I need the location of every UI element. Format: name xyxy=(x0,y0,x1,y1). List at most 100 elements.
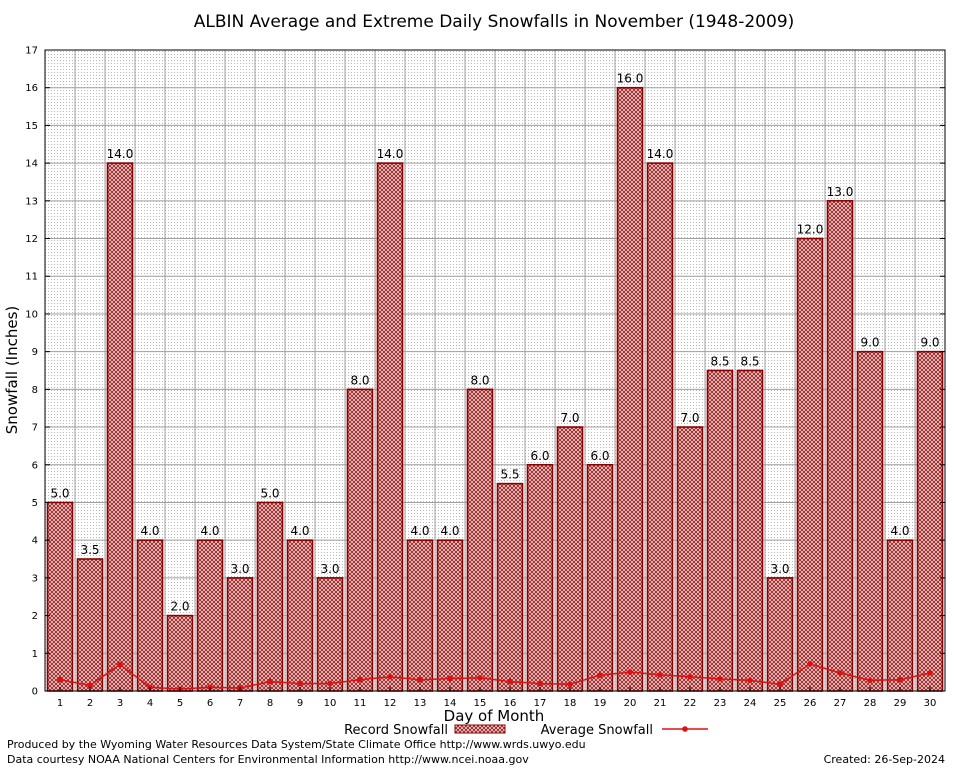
y-tick-label: 11 xyxy=(25,272,38,283)
x-tick-label: 21 xyxy=(654,698,667,709)
average-point xyxy=(507,678,513,685)
y-tick-label: 1 xyxy=(32,649,38,660)
record-bar xyxy=(226,577,254,692)
legend-average-marker xyxy=(682,726,688,732)
average-series-line xyxy=(59,663,931,690)
bar-value-label: 3.0 xyxy=(770,562,789,576)
x-tick-label: 14 xyxy=(444,698,457,709)
average-point xyxy=(87,682,93,689)
bar-value-label: 8.0 xyxy=(350,373,369,387)
record-bar xyxy=(616,86,644,692)
y-tick-label: 9 xyxy=(32,347,38,358)
bar-value-label: 4.0 xyxy=(290,524,309,538)
average-point xyxy=(807,661,813,667)
x-tick-label: 22 xyxy=(684,698,697,709)
data-credit: Data courtesy NOAA National Centers for … xyxy=(7,753,529,766)
bar-value-label: 4.0 xyxy=(440,524,459,538)
x-tick-label: 13 xyxy=(414,698,427,709)
average-point xyxy=(267,678,273,685)
bar-value-labels: 5.0 3.5 14.0 4.0 2.0 4.0 3.0 5.0 4.0 3.0 8.0 14.0 4.… xyxy=(50,72,939,614)
x-tick-label: 30 xyxy=(924,698,937,709)
record-bar xyxy=(556,426,584,692)
bar-value-label: 14.0 xyxy=(107,147,134,161)
bar-value-label: 5.0 xyxy=(260,486,279,500)
bar-value-label: 7.0 xyxy=(680,411,699,425)
x-tick-label: 1 xyxy=(57,698,63,709)
record-bar xyxy=(46,501,74,692)
x-tick-label: 5 xyxy=(177,698,183,709)
snowfall-chart: ALBIN Average and Extreme Daily Snowfall… xyxy=(3,12,946,738)
x-tick-label: 26 xyxy=(804,698,817,709)
average-point xyxy=(927,670,933,676)
x-tick-label: 10 xyxy=(324,698,337,709)
average-point xyxy=(57,676,63,683)
bar-value-label: 3.0 xyxy=(230,562,249,576)
x-tick-label: 29 xyxy=(894,698,907,709)
average-point xyxy=(627,669,633,675)
y-tick-label: 3 xyxy=(32,573,38,584)
x-tick-label: 20 xyxy=(624,698,637,709)
record-bar xyxy=(916,350,944,692)
legend-record-label: Record Snowfall xyxy=(344,723,448,738)
y-tick-label: 13 xyxy=(25,196,38,207)
y-tick-label: 10 xyxy=(25,309,38,320)
bar-value-label: 13.0 xyxy=(827,185,854,199)
record-bar xyxy=(586,463,614,692)
average-point xyxy=(897,676,903,683)
record-bar xyxy=(526,463,554,692)
x-tick-label: 3 xyxy=(117,698,123,709)
x-tick-label: 8 xyxy=(267,698,273,709)
y-tick-label: 8 xyxy=(32,385,38,396)
bar-value-label: 5.0 xyxy=(50,486,69,500)
bar-value-label: 6.0 xyxy=(590,449,609,463)
record-bar xyxy=(736,369,764,692)
chart-title: ALBIN Average and Extreme Daily Snowfall… xyxy=(194,12,795,32)
bar-value-label: 6.0 xyxy=(530,449,549,463)
average-point xyxy=(867,677,873,684)
y-tick-label: 2 xyxy=(32,611,38,622)
record-bar xyxy=(436,539,464,692)
record-bar xyxy=(136,539,164,692)
x-tick-label: 17 xyxy=(534,698,547,709)
x-tick-label: 24 xyxy=(744,698,757,709)
bar-value-label: 16.0 xyxy=(617,72,644,86)
x-tick-label: 2 xyxy=(87,698,93,709)
record-bar xyxy=(196,539,224,692)
record-bar xyxy=(106,162,134,692)
bar-value-label: 5.5 xyxy=(500,468,519,482)
bar-value-label: 2.0 xyxy=(170,600,189,614)
bar-value-label: 4.0 xyxy=(410,524,429,538)
bar-value-label: 3.0 xyxy=(320,562,339,576)
x-tick-label: 18 xyxy=(564,698,577,709)
average-point xyxy=(447,675,453,682)
producer-credit: Produced by the Wyoming Water Resources … xyxy=(7,738,586,751)
record-bar xyxy=(826,200,854,692)
record-bar xyxy=(76,558,104,692)
bar-value-label: 4.0 xyxy=(200,524,219,538)
record-bar xyxy=(886,539,914,692)
record-bar xyxy=(316,577,344,692)
average-point xyxy=(477,675,483,681)
y-tick-label: 17 xyxy=(25,46,38,57)
legend-average-label: Average Snowfall xyxy=(541,723,653,738)
x-tick-label: 25 xyxy=(774,698,787,709)
average-point xyxy=(567,681,573,688)
record-bar xyxy=(706,369,734,692)
average-point xyxy=(297,680,303,687)
average-line xyxy=(57,661,933,692)
bar-value-label: 9.0 xyxy=(920,336,939,350)
x-tick-label: 27 xyxy=(834,698,847,709)
record-bar xyxy=(676,426,704,692)
record-bar xyxy=(346,388,374,692)
bar-value-label: 8.5 xyxy=(740,355,759,369)
record-bar xyxy=(856,350,884,692)
average-point xyxy=(327,680,333,687)
x-tick-label: 4 xyxy=(147,698,153,709)
average-point xyxy=(657,671,663,678)
bar-value-label: 4.0 xyxy=(890,524,909,538)
record-bar xyxy=(466,388,494,692)
record-bar xyxy=(766,577,794,692)
bar-value-label: 8.5 xyxy=(710,355,729,369)
average-point xyxy=(597,672,603,678)
plot-frame xyxy=(44,49,946,692)
